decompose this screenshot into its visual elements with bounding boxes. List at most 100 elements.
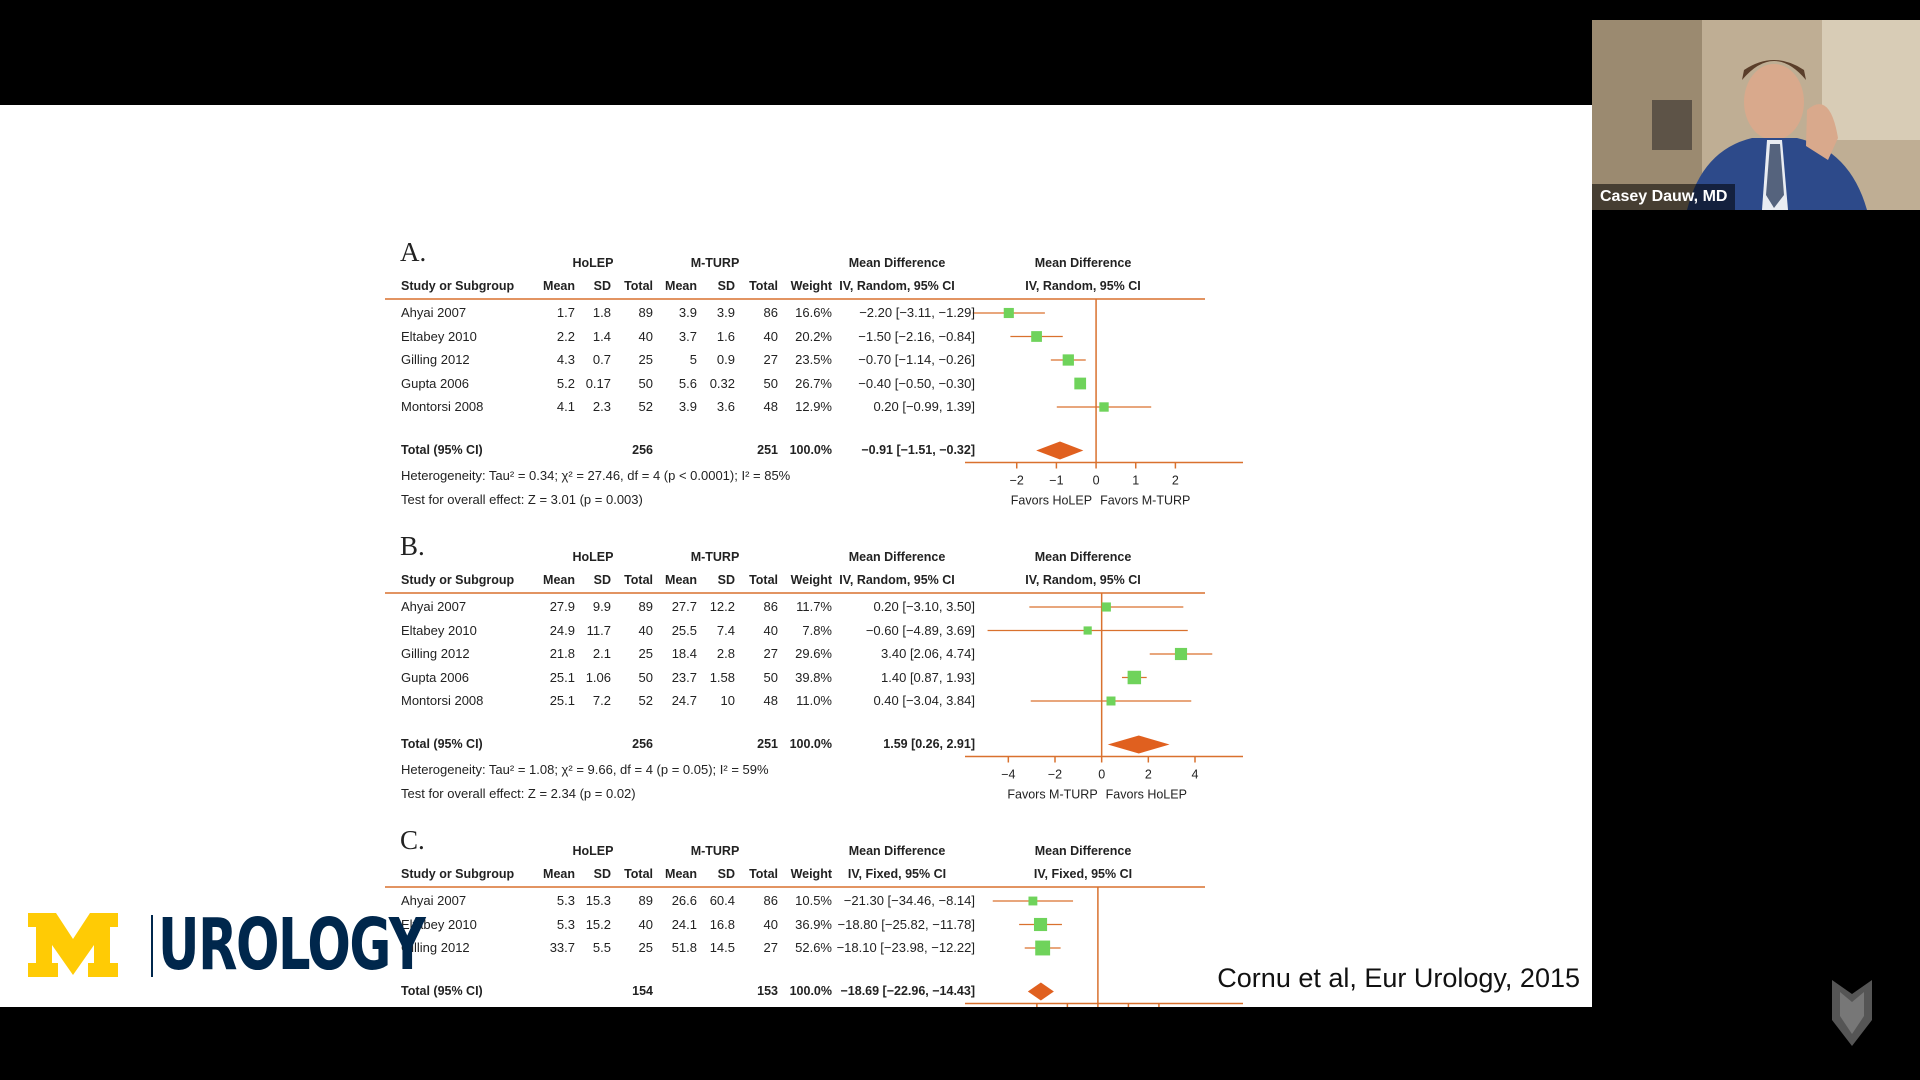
- favors-left-label: Favors HoLEP: [1011, 494, 1092, 508]
- col-header: Mean: [665, 279, 697, 293]
- holep-total: 40: [638, 916, 653, 932]
- holep-sd: 7.2: [592, 693, 611, 708]
- holep-sd: 15.2: [585, 916, 611, 932]
- study-weight: 52.6%: [795, 940, 832, 955]
- panel-letter: B.: [400, 531, 425, 561]
- pooled-diamond: [1036, 441, 1084, 460]
- holep-mean: 33.7: [549, 940, 575, 955]
- mturp-mean: 5: [689, 352, 697, 367]
- holep-sd: 15.3: [585, 893, 611, 908]
- plot-md-header: Mean Difference: [1034, 550, 1132, 564]
- col-header: SD: [717, 573, 735, 587]
- mturp-total: 48: [763, 693, 778, 708]
- md-header: Mean Difference: [848, 550, 946, 564]
- group1-header: HoLEP: [572, 550, 614, 564]
- col-header: SD: [593, 867, 611, 881]
- holep-mean: 5.3: [556, 893, 575, 908]
- mturp-total: 86: [763, 305, 778, 320]
- study-ci: −1.50 [−2.16, −0.84]: [858, 328, 975, 344]
- study-weight: 12.9%: [795, 399, 832, 414]
- mturp-total: 40: [763, 622, 778, 638]
- holep-total: 40: [638, 622, 653, 638]
- total-weight: 100.0%: [789, 442, 832, 457]
- total-mturp-n: 153: [757, 983, 778, 998]
- total-holep-n: 256: [632, 736, 653, 751]
- md-header: Mean Difference: [848, 256, 946, 270]
- holep-sd: 0.17: [585, 375, 611, 391]
- heterogeneity-text: Heterogeneity: Tau² = 1.08; χ² = 9.66, d…: [401, 761, 769, 777]
- col-header: Mean: [665, 573, 697, 587]
- mturp-mean: 24.7: [671, 693, 697, 708]
- study-ci: −0.60 [−4.89, 3.69]: [865, 622, 975, 638]
- study-name: Ahyai 2007: [401, 599, 467, 614]
- study-marker: [1101, 602, 1111, 612]
- holep-sd: 2.1: [592, 646, 611, 661]
- plot-md-header: Mean Difference: [1034, 256, 1132, 270]
- mturp-mean: 3.7: [678, 328, 697, 344]
- col-header: SD: [593, 573, 611, 587]
- md-method: IV, Random, 95% CI: [839, 573, 955, 587]
- col-header: SD: [593, 279, 611, 293]
- panel-letter: A.: [400, 237, 427, 267]
- col-header: Total: [749, 279, 778, 293]
- study-marker: [1028, 896, 1038, 906]
- group2-header: M-TURP: [690, 256, 740, 270]
- total-ci: 1.59 [0.26, 2.91]: [883, 736, 975, 751]
- heterogeneity-text: Heterogeneity: Tau² = 0.34; χ² = 27.46, …: [401, 467, 791, 483]
- mturp-mean: 23.7: [671, 669, 697, 685]
- study-marker: [1003, 307, 1014, 319]
- col-header: Total: [749, 867, 778, 881]
- holep-sd: 5.5: [592, 940, 611, 955]
- mturp-sd: 7.4: [716, 622, 735, 638]
- mturp-sd: 3.6: [716, 399, 735, 414]
- holep-mean: 5.3: [556, 916, 575, 932]
- favors-right-label: Favors M-TURP: [1100, 494, 1190, 508]
- mturp-mean: 18.4: [671, 646, 697, 661]
- col-header: SD: [717, 279, 735, 293]
- study-name: Gupta 2006: [401, 375, 469, 391]
- study-weight: 20.2%: [795, 328, 832, 344]
- study-ci: −21.30 [−34.46, −8.14]: [843, 893, 975, 908]
- study-name: Ahyai 2007: [401, 893, 467, 908]
- total-holep-n: 154: [632, 983, 653, 998]
- holep-sd: 1.4: [592, 328, 611, 344]
- plot-md-method: IV, Fixed, 95% CI: [1033, 867, 1133, 881]
- mturp-sd: 1.58: [709, 669, 735, 685]
- study-ci: 1.40 [0.87, 1.93]: [881, 669, 975, 685]
- study-marker: [1099, 402, 1109, 412]
- holep-total: 89: [638, 599, 653, 614]
- study-ci: 3.40 [2.06, 4.74]: [881, 646, 975, 661]
- total-ci: −18.69 [−22.96, −14.43]: [840, 983, 976, 998]
- holep-total: 50: [638, 375, 653, 391]
- study-marker: [1062, 354, 1074, 366]
- study-ci: −18.80 [−25.82, −11.78]: [837, 916, 975, 932]
- study-name: Eltabey 2010: [401, 328, 477, 344]
- holep-mean: 5.2: [556, 375, 575, 391]
- holep-mean: 4.1: [556, 399, 575, 414]
- col-header: Mean: [543, 573, 575, 587]
- mturp-total: 48: [763, 399, 778, 414]
- study-name: Montorsi 2008: [401, 693, 484, 708]
- total-ci: −0.91 [−1.51, −0.32]: [861, 442, 975, 457]
- study-marker: [1106, 696, 1116, 706]
- study-ci: 0.20 [−0.99, 1.39]: [873, 399, 975, 414]
- total-label: Total (95% CI): [401, 736, 483, 751]
- study-weight: 16.6%: [795, 305, 832, 320]
- study-weight: 11.7%: [796, 599, 832, 614]
- study-ci: −18.10 [−23.98, −12.22]: [836, 940, 975, 955]
- mturp-total: 86: [763, 599, 778, 614]
- tick-label: −1: [1049, 474, 1063, 488]
- webcam-feed: Casey Dauw, MD: [1592, 20, 1920, 210]
- col-header: Weight: [790, 573, 832, 587]
- mturp-total: 27: [763, 352, 778, 367]
- forest-plot-svg: −2 −1 0 1 2 Favors HoLEP Favors M-TURP: [385, 298, 1243, 508]
- holep-total: 50: [638, 669, 653, 685]
- overall-effect-text: Test for overall effect: Z = 3.01 (p = 0…: [401, 491, 643, 507]
- md-method: IV, Random, 95% CI: [839, 279, 955, 293]
- holep-total: 52: [638, 399, 653, 414]
- holep-total: 25: [638, 646, 653, 661]
- holep-mean: 25.1: [549, 669, 575, 685]
- study-ci: 0.40 [−3.04, 3.84]: [873, 693, 975, 708]
- col-header: Mean: [665, 867, 697, 881]
